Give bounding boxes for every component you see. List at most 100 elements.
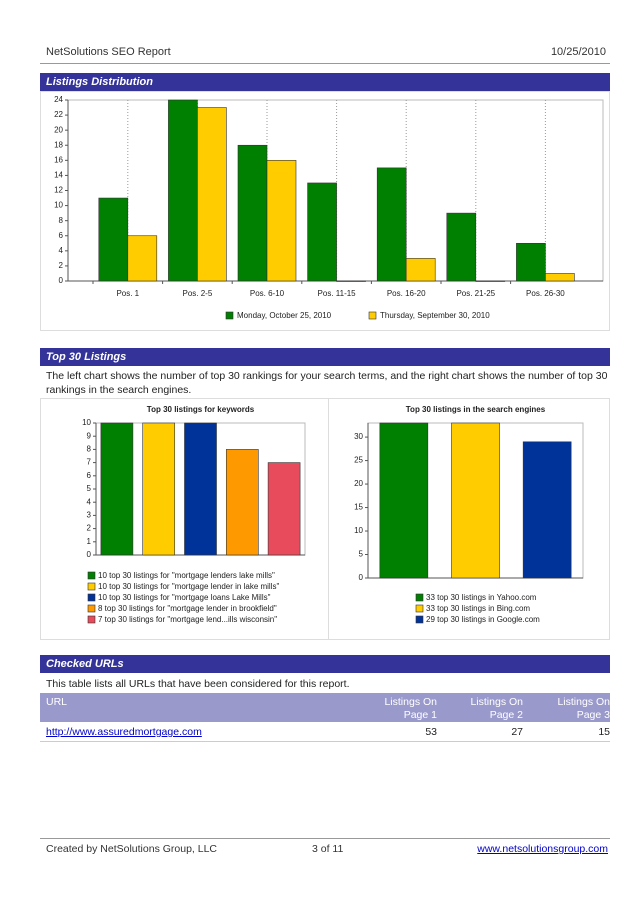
chart-title: Top 30 listings in the search engines	[406, 405, 546, 414]
x-tick-label: Pos. 16-20	[387, 289, 426, 298]
y-tick-label: 4	[87, 497, 92, 506]
x-tick-label: Pos. 2-5	[183, 289, 213, 298]
legend-label: 7 top 30 listings for "mortgage lend...i…	[98, 615, 277, 624]
divider	[328, 398, 329, 640]
section-title: Checked URLs	[40, 655, 610, 673]
y-tick-label: 24	[54, 95, 63, 104]
report-title: NetSolutions SEO Report	[46, 46, 171, 58]
y-tick-label: 1	[87, 537, 92, 546]
legend-swatch	[87, 615, 96, 624]
table-row: http://www.assuredmortgage.com 53 27 15	[40, 724, 610, 742]
bar	[451, 422, 500, 579]
y-tick-label: 14	[54, 171, 63, 180]
cell: 15	[598, 726, 610, 738]
legend-swatch	[87, 571, 96, 580]
x-tick-label: Pos. 26-30	[526, 289, 565, 298]
bar	[336, 280, 366, 282]
cell: 27	[511, 726, 523, 738]
footer-link[interactable]: www.netsolutionsgroup.com	[477, 843, 608, 855]
bar	[307, 182, 337, 282]
y-tick-label: 20	[354, 479, 363, 488]
legend-swatch	[415, 615, 424, 624]
bar	[405, 258, 436, 282]
x-tick-label: Pos. 1	[116, 289, 139, 298]
legend-swatch	[368, 311, 377, 320]
y-tick-label: 4	[59, 246, 64, 255]
y-tick-label: 2	[59, 261, 64, 270]
y-tick-label: 10	[354, 526, 363, 535]
bar	[267, 462, 301, 556]
legend-label: 10 top 30 listings for "mortgage loans L…	[98, 593, 271, 602]
bar	[522, 441, 572, 579]
url-link[interactable]: http://www.assuredmortgage.com	[46, 726, 202, 738]
bar	[127, 235, 158, 282]
y-tick-label: 6	[59, 231, 64, 240]
section-title: Listings Distribution	[40, 73, 610, 91]
bar	[184, 422, 217, 556]
bar	[545, 273, 575, 282]
section-description: The left chart shows the number of top 3…	[46, 370, 608, 396]
cell: 53	[425, 726, 437, 738]
bar	[376, 167, 407, 282]
section-description: This table lists all URLs that have been…	[46, 678, 350, 690]
y-tick-label: 7	[87, 458, 92, 467]
y-tick-label: 22	[54, 110, 63, 119]
y-tick-label: 12	[54, 186, 63, 195]
y-tick-label: 20	[54, 125, 63, 134]
bar	[237, 144, 268, 282]
y-tick-label: 25	[354, 456, 363, 465]
bar	[197, 107, 227, 282]
bar	[475, 280, 506, 282]
chart: 0 5 10 15 20 25 30 Top 30 listings in the searc…	[354, 405, 584, 624]
table-header: URL Listings On Page 1 Listings On Page …	[40, 693, 610, 722]
legend-label: 8 top 30 listings for "mortgage lender i…	[98, 604, 277, 613]
header-cell: Listings On Page 2	[470, 696, 523, 721]
legend-swatch	[87, 604, 96, 613]
report-date: 10/25/2010	[550, 46, 606, 58]
legend-label: 10 top 30 listings for "mortgage lender …	[98, 582, 279, 591]
bar	[446, 212, 477, 282]
section-title: Top 30 Listings	[40, 348, 610, 366]
header-rule	[40, 63, 610, 64]
chart: 0 1 2 3 4 5 6 7 8 9 10 Top 30 listings for keywords…	[82, 405, 306, 624]
x-tick-label: Pos. 21-25	[456, 289, 495, 298]
y-tick-label: 0	[59, 276, 64, 285]
y-tick-label: 3	[87, 511, 92, 520]
legend-swatch	[415, 593, 424, 602]
footer-rule	[40, 838, 610, 839]
chart-box	[40, 398, 610, 640]
legend-label: Monday, October 25, 2010	[237, 311, 332, 320]
header-cell: Listings On Page 1	[384, 696, 437, 721]
y-tick-label: 18	[54, 140, 63, 149]
y-tick-label: 0	[87, 550, 92, 559]
y-tick-label: 0	[359, 573, 364, 582]
chart-title: Top 30 listings for keywords	[147, 405, 255, 414]
bar	[379, 422, 429, 579]
y-tick-label: 2	[87, 524, 92, 533]
legend-swatch	[87, 593, 96, 602]
legend-swatch	[225, 311, 234, 320]
header-cell: Listings On Page 3	[557, 696, 610, 721]
y-tick-label: 8	[87, 445, 92, 454]
bar	[226, 449, 259, 556]
footer-left: Created by NetSolutions Group, LLC	[46, 843, 218, 855]
chart-box	[40, 91, 610, 331]
y-tick-label: 16	[54, 155, 63, 164]
y-tick-label: 6	[87, 471, 92, 480]
bar	[516, 242, 546, 282]
y-tick-label: 5	[359, 550, 364, 559]
y-tick-label: 9	[87, 431, 92, 440]
legend-label: Thursday, September 30, 2010	[380, 311, 490, 320]
bar	[168, 99, 198, 282]
legend-label: 29 top 30 listings in Google.com	[426, 615, 540, 624]
bar	[98, 197, 129, 282]
bar	[142, 422, 175, 556]
legend-label: 33 top 30 listings in Bing.com	[426, 604, 530, 613]
page-number: 3 of 11	[312, 843, 344, 855]
x-tick-label: Pos. 11-15	[318, 289, 357, 298]
y-tick-label: 15	[354, 503, 363, 512]
legend-label: 33 top 30 listings in Yahoo.com	[426, 593, 537, 602]
header-cell: URL	[46, 696, 68, 708]
